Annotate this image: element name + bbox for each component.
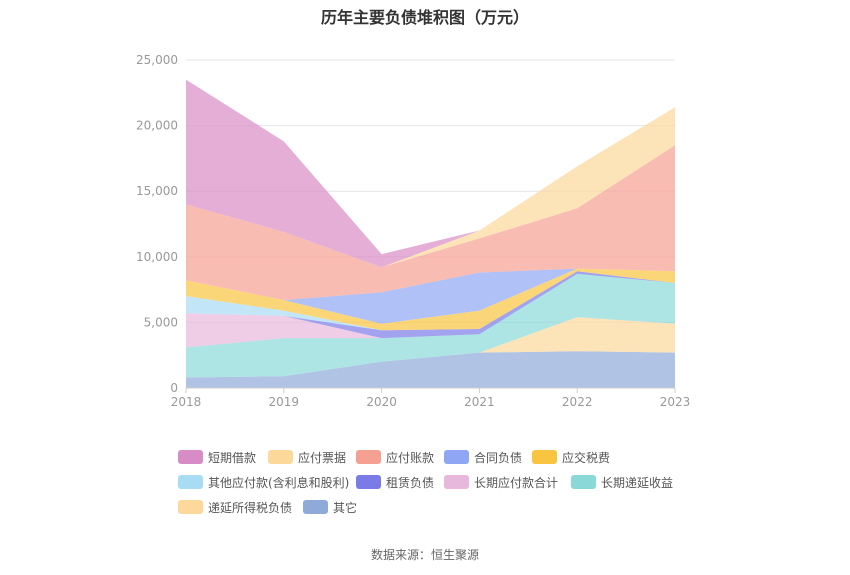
stacked-area-chart: 0 5,000 10,000 15,000 20,000 25,000 2018 2019 20… bbox=[136, 53, 690, 409]
legend-item[interactable]: 合同负债 bbox=[444, 449, 522, 465]
y-tick-label: 5,000 bbox=[144, 315, 178, 329]
area-递延所得税负债 bbox=[186, 317, 675, 378]
area-租赁负债 bbox=[186, 271, 675, 339]
legend-label: 短期借款 bbox=[208, 450, 257, 465]
legend-item[interactable]: 应付票据 bbox=[268, 449, 346, 465]
legend-label: 递延所得税负债 bbox=[208, 500, 293, 515]
legend-item[interactable]: 短期借款 bbox=[178, 449, 256, 465]
legend-label: 应付账款 bbox=[386, 450, 435, 465]
legend-label: 合同负债 bbox=[474, 450, 523, 465]
legend-item[interactable]: 应交税费 bbox=[532, 449, 610, 465]
legend-swatch bbox=[268, 450, 293, 464]
legend-swatch bbox=[178, 500, 203, 514]
y-tick-label: 25,000 bbox=[136, 53, 178, 67]
legend-item[interactable]: 应付账款 bbox=[356, 449, 434, 465]
area-短期借款 bbox=[186, 79, 675, 268]
area-应付账款 bbox=[186, 145, 675, 301]
legend-item[interactable]: 长期递延收益 bbox=[571, 474, 673, 490]
legend-item[interactable]: 其他应付款(含利息和股利) bbox=[178, 474, 349, 490]
legend-swatch bbox=[444, 475, 469, 489]
legend-swatch bbox=[571, 475, 596, 489]
data-source: 数据来源：恒生聚源 bbox=[370, 548, 479, 562]
y-tick-label: 20,000 bbox=[136, 119, 178, 133]
legend-swatch bbox=[303, 500, 328, 514]
area-合同负债 bbox=[186, 268, 675, 324]
area-应付票据 bbox=[186, 107, 675, 268]
y-tick-label: 0 bbox=[170, 381, 178, 395]
legend-swatch bbox=[532, 450, 557, 464]
area-长期应付款合计 bbox=[186, 273, 675, 348]
legend-swatch bbox=[356, 475, 381, 489]
x-tick-label: 2018 bbox=[171, 395, 202, 409]
legend-item[interactable]: 其它 bbox=[303, 499, 357, 515]
legend-item[interactable]: 长期应付款合计 bbox=[444, 474, 558, 490]
legend-label: 其它 bbox=[333, 500, 358, 515]
legend-swatch bbox=[178, 450, 203, 464]
legend-label: 其他应付款(含利息和股利) bbox=[208, 475, 350, 490]
x-tick-label: 2023 bbox=[660, 395, 691, 409]
area-应交税费 bbox=[186, 268, 675, 331]
x-tick-label: 2020 bbox=[366, 395, 397, 409]
x-tick-label: 2019 bbox=[269, 395, 300, 409]
area-series bbox=[186, 79, 675, 388]
legend-label: 应付票据 bbox=[298, 450, 347, 465]
y-tick-label: 15,000 bbox=[136, 184, 178, 198]
chart-title: 历年主要负债堆积图（万元） bbox=[320, 8, 529, 27]
legend-item[interactable]: 租赁负债 bbox=[356, 474, 434, 490]
legend-swatch bbox=[444, 450, 469, 464]
y-tick-label: 10,000 bbox=[136, 250, 178, 264]
x-tick-label: 2021 bbox=[464, 395, 495, 409]
legend-label: 应交税费 bbox=[562, 450, 611, 465]
legend-swatch bbox=[356, 450, 381, 464]
legend-label: 长期递延收益 bbox=[601, 475, 674, 490]
x-tick-label: 2022 bbox=[562, 395, 593, 409]
area-其它 bbox=[186, 351, 675, 388]
legend-item[interactable]: 递延所得税负债 bbox=[178, 499, 292, 515]
axes: 0 5,000 10,000 15,000 20,000 25,000 2018 2019 20… bbox=[136, 53, 690, 409]
legend-swatch bbox=[178, 475, 203, 489]
legend-label: 长期应付款合计 bbox=[474, 475, 559, 490]
legend-label: 租赁负债 bbox=[386, 475, 435, 490]
area-长期递延收益 bbox=[186, 273, 675, 378]
